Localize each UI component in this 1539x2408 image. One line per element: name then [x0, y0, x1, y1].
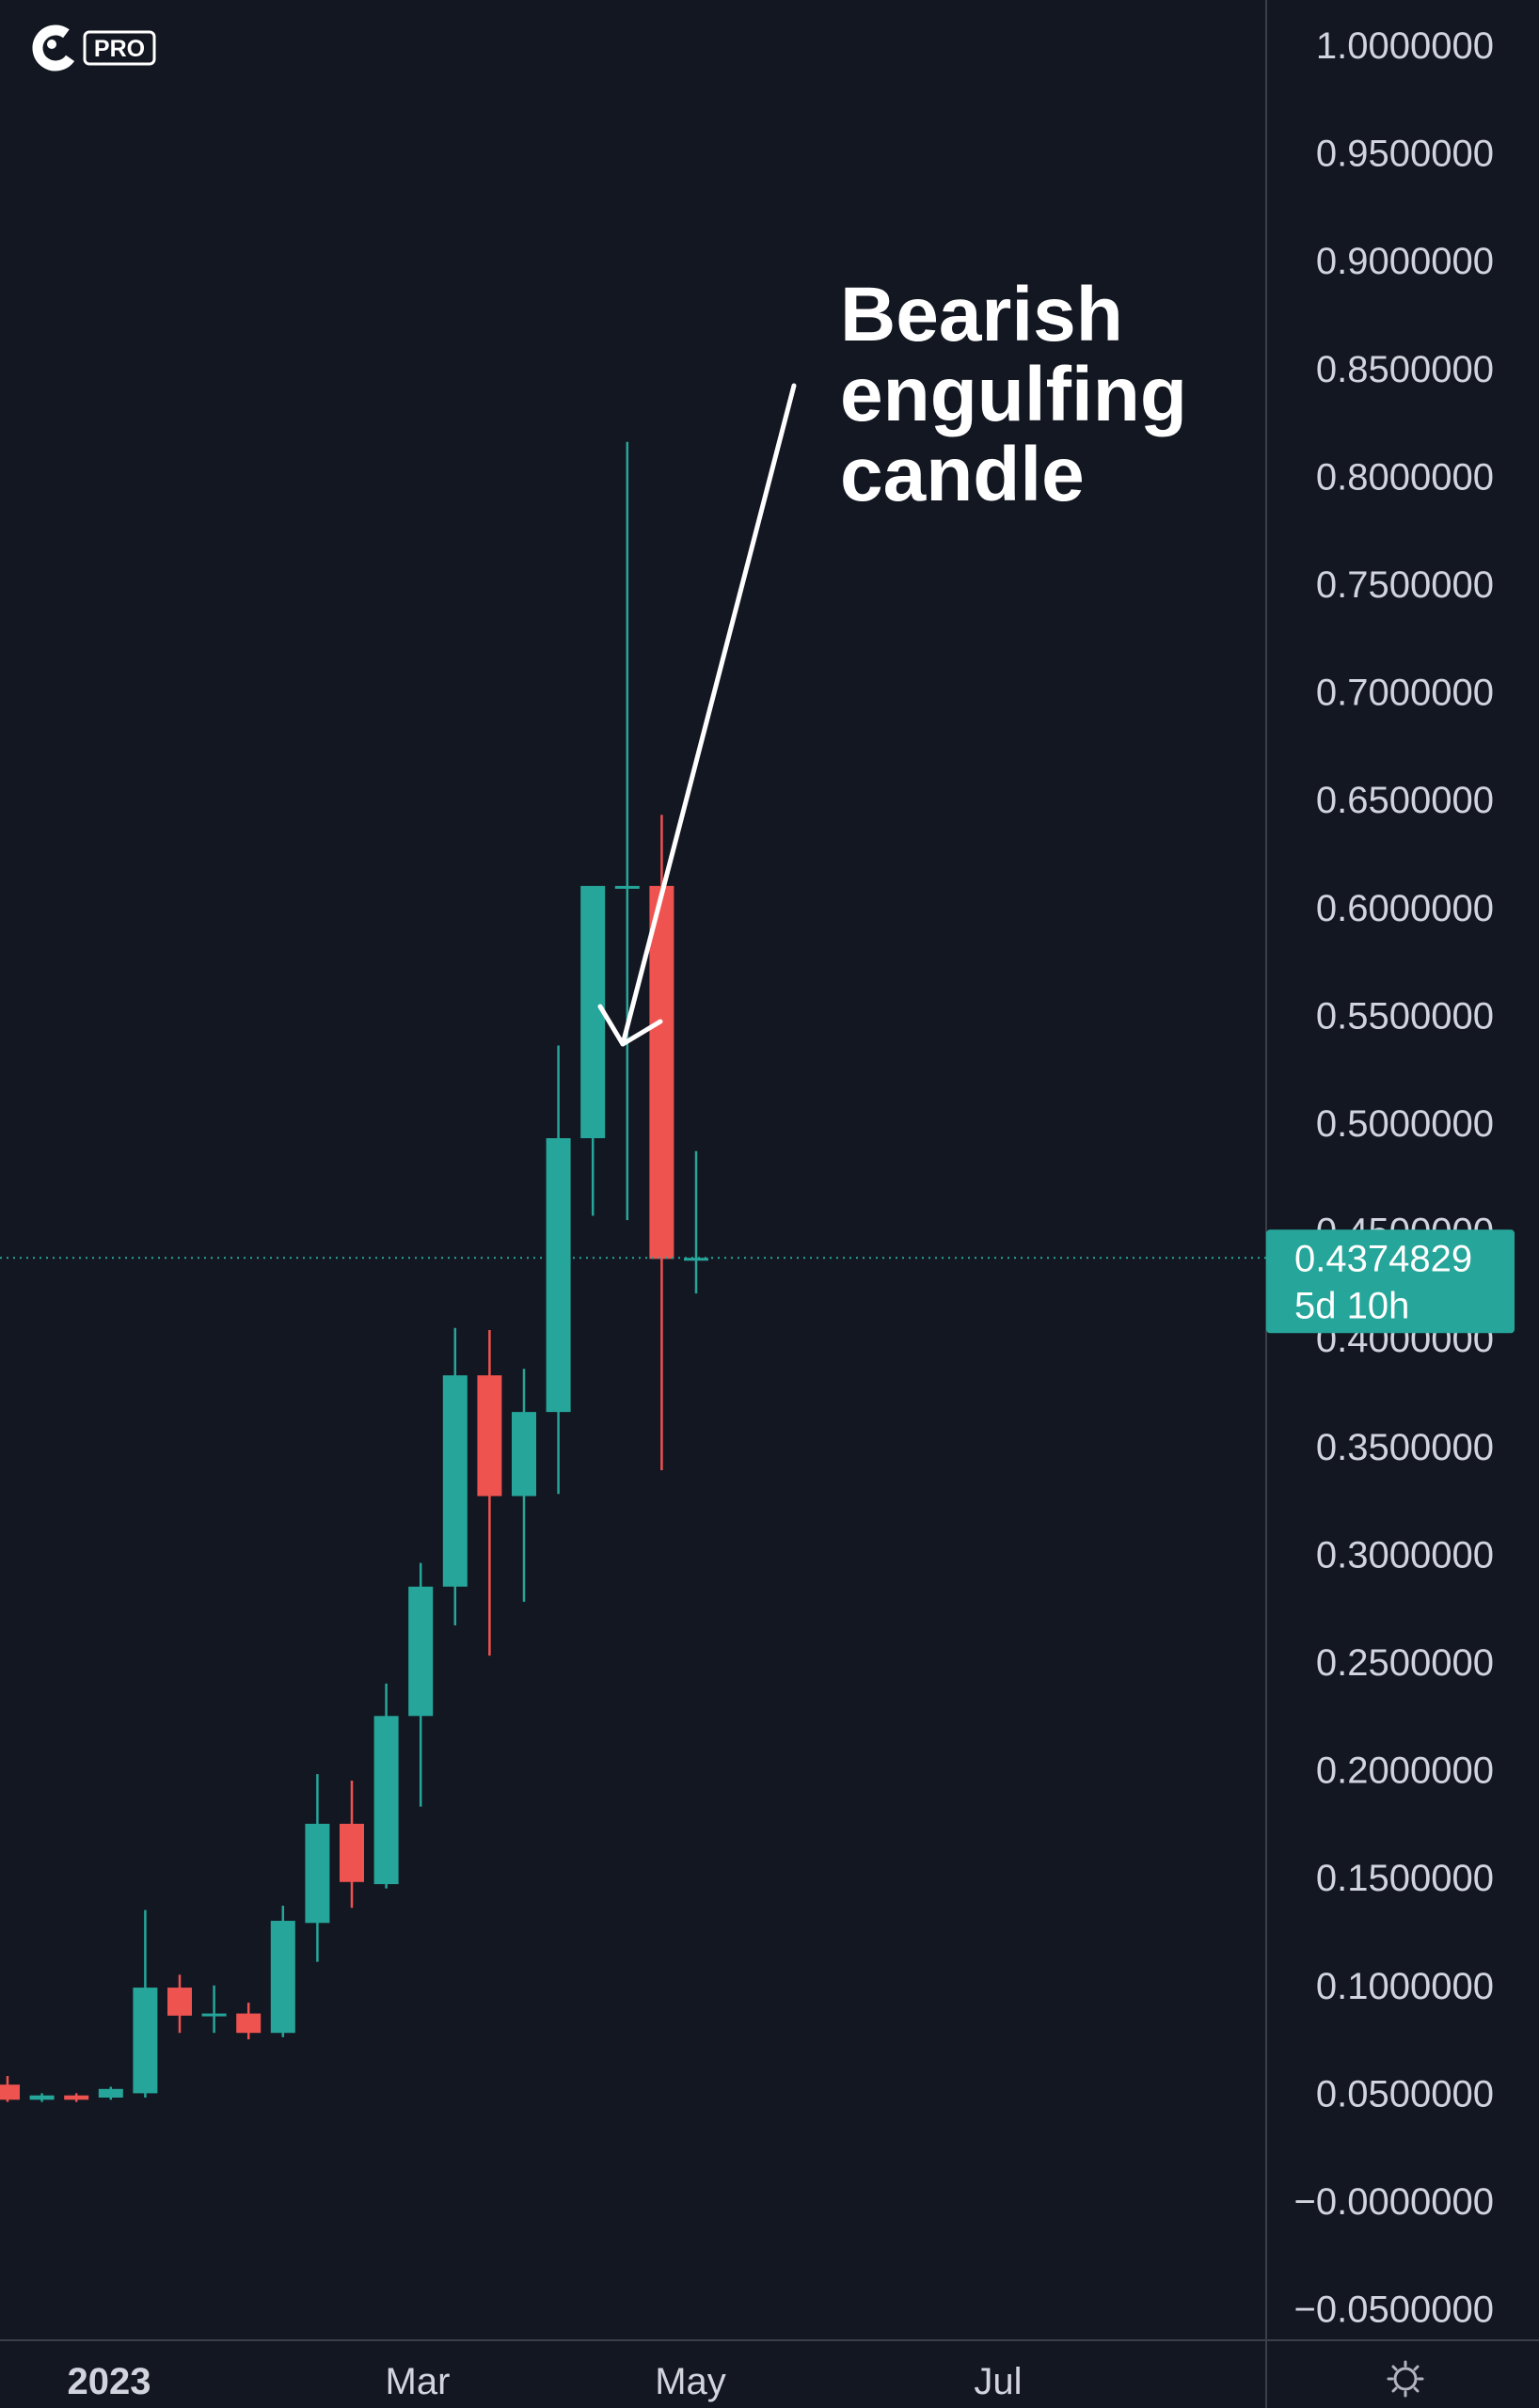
- candle-up: [133, 1909, 158, 2098]
- candle-up: [684, 1150, 708, 1294]
- candle-down: [167, 1974, 192, 2034]
- annotation-arrowhead: [597, 1004, 663, 1047]
- candle-up: [512, 1369, 536, 1602]
- candle-body: [0, 2084, 20, 2100]
- candle-body: [270, 1921, 295, 2034]
- y-tick-label: −0.0000000: [1294, 2181, 1494, 2223]
- candle-up: [98, 2086, 123, 2100]
- countdown-label: 5d 10h: [1294, 1285, 1409, 1326]
- y-tick-label: −0.0500000: [1294, 2289, 1494, 2331]
- candle-down: [0, 2076, 20, 2102]
- price-badge-bg: [1266, 1229, 1515, 1334]
- y-tick-label: 0.6000000: [1316, 888, 1494, 929]
- y-tick-label: 0.3000000: [1316, 1534, 1494, 1576]
- candle-down: [649, 815, 674, 1471]
- y-tick-label: 0.5500000: [1316, 995, 1494, 1037]
- candle-up: [442, 1327, 468, 1626]
- candle-body: [133, 1988, 158, 2094]
- candle-down: [236, 2003, 262, 2040]
- logo: PRO: [32, 24, 156, 71]
- annotation-text: engulfing: [840, 352, 1187, 437]
- candles: [0, 441, 708, 2102]
- y-tick-label: 0.6500000: [1316, 780, 1494, 821]
- candle-body: [305, 1823, 330, 1924]
- candle-body: [649, 885, 674, 1259]
- annotation-arrow: [620, 383, 797, 1047]
- y-tick-label: 0.1500000: [1316, 1858, 1494, 1899]
- candle-body: [340, 1823, 364, 1882]
- candle-down: [477, 1330, 502, 1656]
- y-tick-label: 0.3500000: [1316, 1427, 1494, 1468]
- candle-up: [305, 1774, 330, 1962]
- time-axis[interactable]: 2023 Mar May Jul: [68, 2361, 1023, 2402]
- candle-body: [64, 2095, 89, 2100]
- candle-body: [408, 1586, 434, 1717]
- candle-body: [614, 885, 640, 889]
- y-tick-label: 0.7000000: [1316, 673, 1494, 714]
- y-tick-label: 1.0000000: [1316, 25, 1494, 67]
- candle-up: [29, 2093, 55, 2102]
- x-tick-label: Jul: [974, 2361, 1022, 2402]
- y-tick-label: 0.9000000: [1316, 241, 1494, 282]
- candle-body: [477, 1375, 502, 1497]
- price-axis[interactable]: 1.0000000 0.9500000 0.9000000 0.8500000 0.80…: [1294, 25, 1494, 2331]
- y-tick-label: 0.2000000: [1316, 1751, 1494, 1792]
- current-price-badge: 0.4374829 5d 10h: [1266, 1229, 1515, 1334]
- candle-body: [442, 1375, 468, 1587]
- x-tick-label: Mar: [386, 2361, 451, 2402]
- y-tick-label: 0.7500000: [1316, 564, 1494, 606]
- candle-body: [546, 1138, 571, 1413]
- logo-c-icon: [32, 24, 79, 71]
- y-tick-label: 0.0500000: [1316, 2073, 1494, 2115]
- annotation-text: candle: [840, 432, 1085, 517]
- candle-body: [29, 2095, 55, 2100]
- candle-up: [614, 441, 640, 1221]
- candle-body: [512, 1412, 536, 1497]
- candle-body: [201, 2013, 227, 2017]
- logo-pro-badge: [83, 30, 156, 66]
- candle-up: [201, 1985, 227, 2034]
- candle-body: [236, 2013, 262, 2034]
- candle-down: [340, 1781, 364, 1909]
- y-tick-label: 0.1000000: [1316, 1966, 1494, 2007]
- y-tick-label: 0.8000000: [1316, 456, 1494, 498]
- candle-down: [64, 2093, 89, 2102]
- candle-up: [408, 1562, 434, 1807]
- candle-up: [546, 1045, 571, 1495]
- candle-body: [98, 2088, 123, 2098]
- candle-body: [684, 1258, 708, 1261]
- candle-body: [373, 1716, 399, 1885]
- candle-up: [580, 885, 606, 1216]
- candle-up: [373, 1683, 399, 1889]
- candle-up: [270, 1905, 295, 2037]
- settings-icon[interactable]: [1387, 2360, 1424, 2398]
- candle-body: [167, 1988, 192, 2016]
- y-tick-label: 0.2500000: [1316, 1642, 1494, 1684]
- y-tick-label: 0.9500000: [1316, 134, 1494, 175]
- logo-pro-text: PRO: [94, 36, 145, 62]
- x-tick-label: 2023: [68, 2361, 151, 2402]
- y-tick-label: 0.5000000: [1316, 1103, 1494, 1145]
- y-tick-label: 0.8500000: [1316, 349, 1494, 390]
- current-price-label: 0.4374829: [1294, 1238, 1472, 1279]
- annotation-text: Bearish: [840, 272, 1123, 357]
- x-tick-label: May: [655, 2361, 726, 2402]
